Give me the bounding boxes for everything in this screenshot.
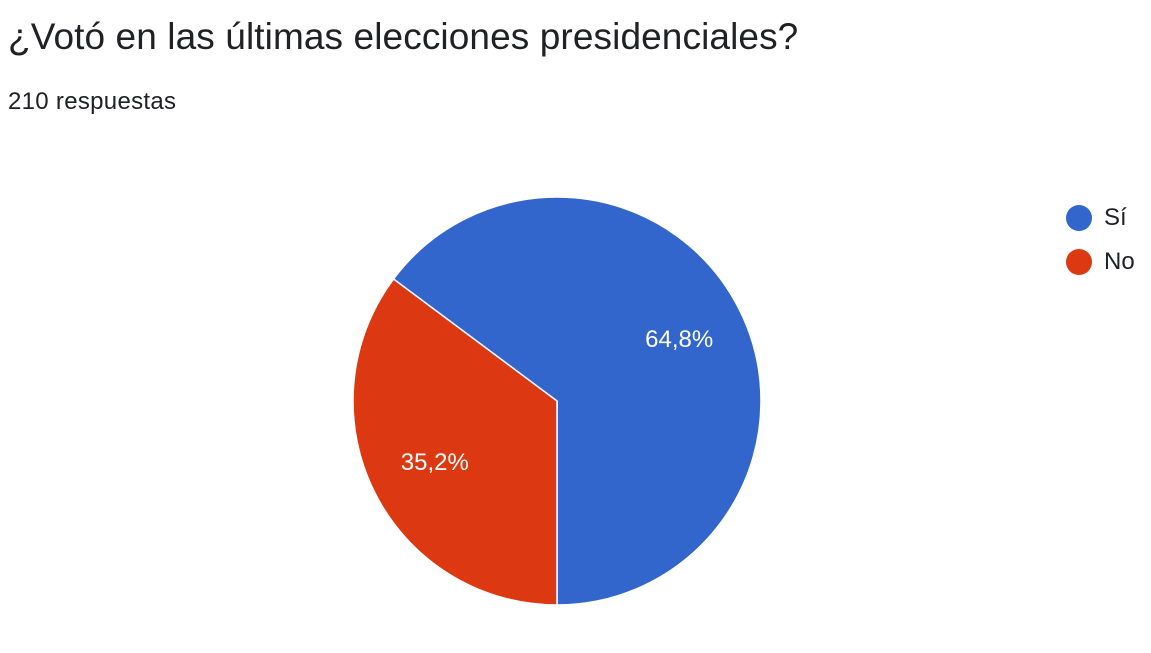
pie-label-si: 64,8% bbox=[645, 326, 713, 353]
legend-swatch-no bbox=[1066, 249, 1092, 275]
pie-slice-si[interactable] bbox=[392, 196, 762, 606]
legend-item-no[interactable]: No bbox=[1066, 240, 1135, 284]
pie-slice-no[interactable] bbox=[352, 277, 558, 606]
legend-label-si: Sí bbox=[1104, 204, 1127, 231]
legend-swatch-si bbox=[1066, 205, 1092, 231]
legend-label-no: No bbox=[1104, 248, 1135, 275]
question-title: ¿Votó en las últimas elecciones presiden… bbox=[8, 16, 799, 57]
chart-legend: Sí No bbox=[1066, 196, 1135, 284]
response-count: 210 respuestas bbox=[8, 88, 177, 115]
legend-item-si[interactable]: Sí bbox=[1066, 196, 1135, 240]
pie-label-no: 35,2% bbox=[401, 449, 469, 476]
